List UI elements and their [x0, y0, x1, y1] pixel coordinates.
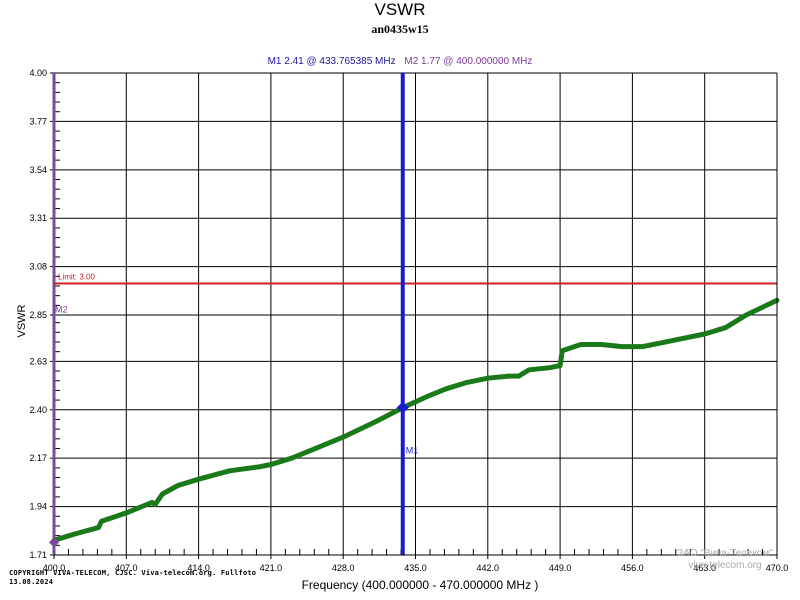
y-tick-label: 2.85 — [29, 310, 47, 320]
x-tick-label: 442.0 — [477, 563, 500, 573]
x-tick-label: 407.0 — [115, 563, 138, 573]
x-tick-label: 414.0 — [187, 563, 210, 573]
x-tick-label: 463.0 — [693, 563, 716, 573]
marker-m2-diamond-icon — [49, 537, 59, 548]
y-tick-label: 3.08 — [29, 262, 47, 272]
x-tick-label: 449.0 — [549, 563, 572, 573]
marker-m1-label: M1 — [406, 446, 419, 456]
y-tick-label: 2.40 — [29, 405, 47, 415]
limit-label: Limit: 3.00 — [58, 272, 95, 281]
marker-m1-readout: M1 2.41 @ 433.765385 MHz — [267, 56, 396, 67]
x-tick-label: 456.0 — [621, 563, 644, 573]
marker-readout: M1 2.41 @ 433.765385 MHz M2 1.77 @ 400.0… — [0, 56, 800, 67]
copyright-text: COPYRIGHT VIVA-TELECOM, CJSC. Viva-telec… — [9, 569, 256, 587]
x-tick-label: 428.0 — [332, 563, 355, 573]
y-tick-label: 1.71 — [29, 550, 47, 560]
y-tick-label: 2.17 — [29, 453, 47, 463]
watermark: ЗАО "Вива-Телеком" viva-telecom.org — [660, 548, 790, 572]
copyright-line: COPYRIGHT VIVA-TELECOM, CJSC. Viva-telec… — [9, 569, 257, 577]
marker-m1-diamond-icon — [396, 401, 409, 414]
x-tick-label: 435.0 — [404, 563, 427, 573]
watermark-url: viva-telecom.org — [688, 560, 762, 571]
marker-m2-readout: M2 1.77 @ 400.000000 MHz — [404, 56, 533, 67]
chart-title: VSWR — [374, 0, 426, 19]
marker-m2-label: M2 — [55, 304, 68, 314]
chart-subtitle: an0435w15 — [371, 22, 429, 36]
y-axis-label: VSWR — [16, 304, 28, 338]
y-tick-label: 3.77 — [29, 116, 47, 126]
x-tick-label: 470.0 — [766, 563, 789, 573]
y-tick-label: 1.94 — [29, 502, 47, 512]
x-tick-label: 421.0 — [260, 563, 283, 573]
x-axis-label: Frequency (400.000000 - 470.000000 MHz ) — [301, 578, 539, 592]
y-tick-label: 3.31 — [29, 213, 47, 223]
vswr-trace — [51, 297, 780, 543]
x-tick-label: 400.0 — [43, 563, 66, 573]
y-tick-label: 3.54 — [29, 165, 47, 175]
date-line: 13.08.2024 — [9, 578, 54, 586]
watermark-company: ЗАО "Вива-Телеком" — [677, 548, 773, 559]
y-tick-label: 4.00 — [29, 68, 47, 78]
y-tick-label: 2.63 — [29, 356, 47, 366]
